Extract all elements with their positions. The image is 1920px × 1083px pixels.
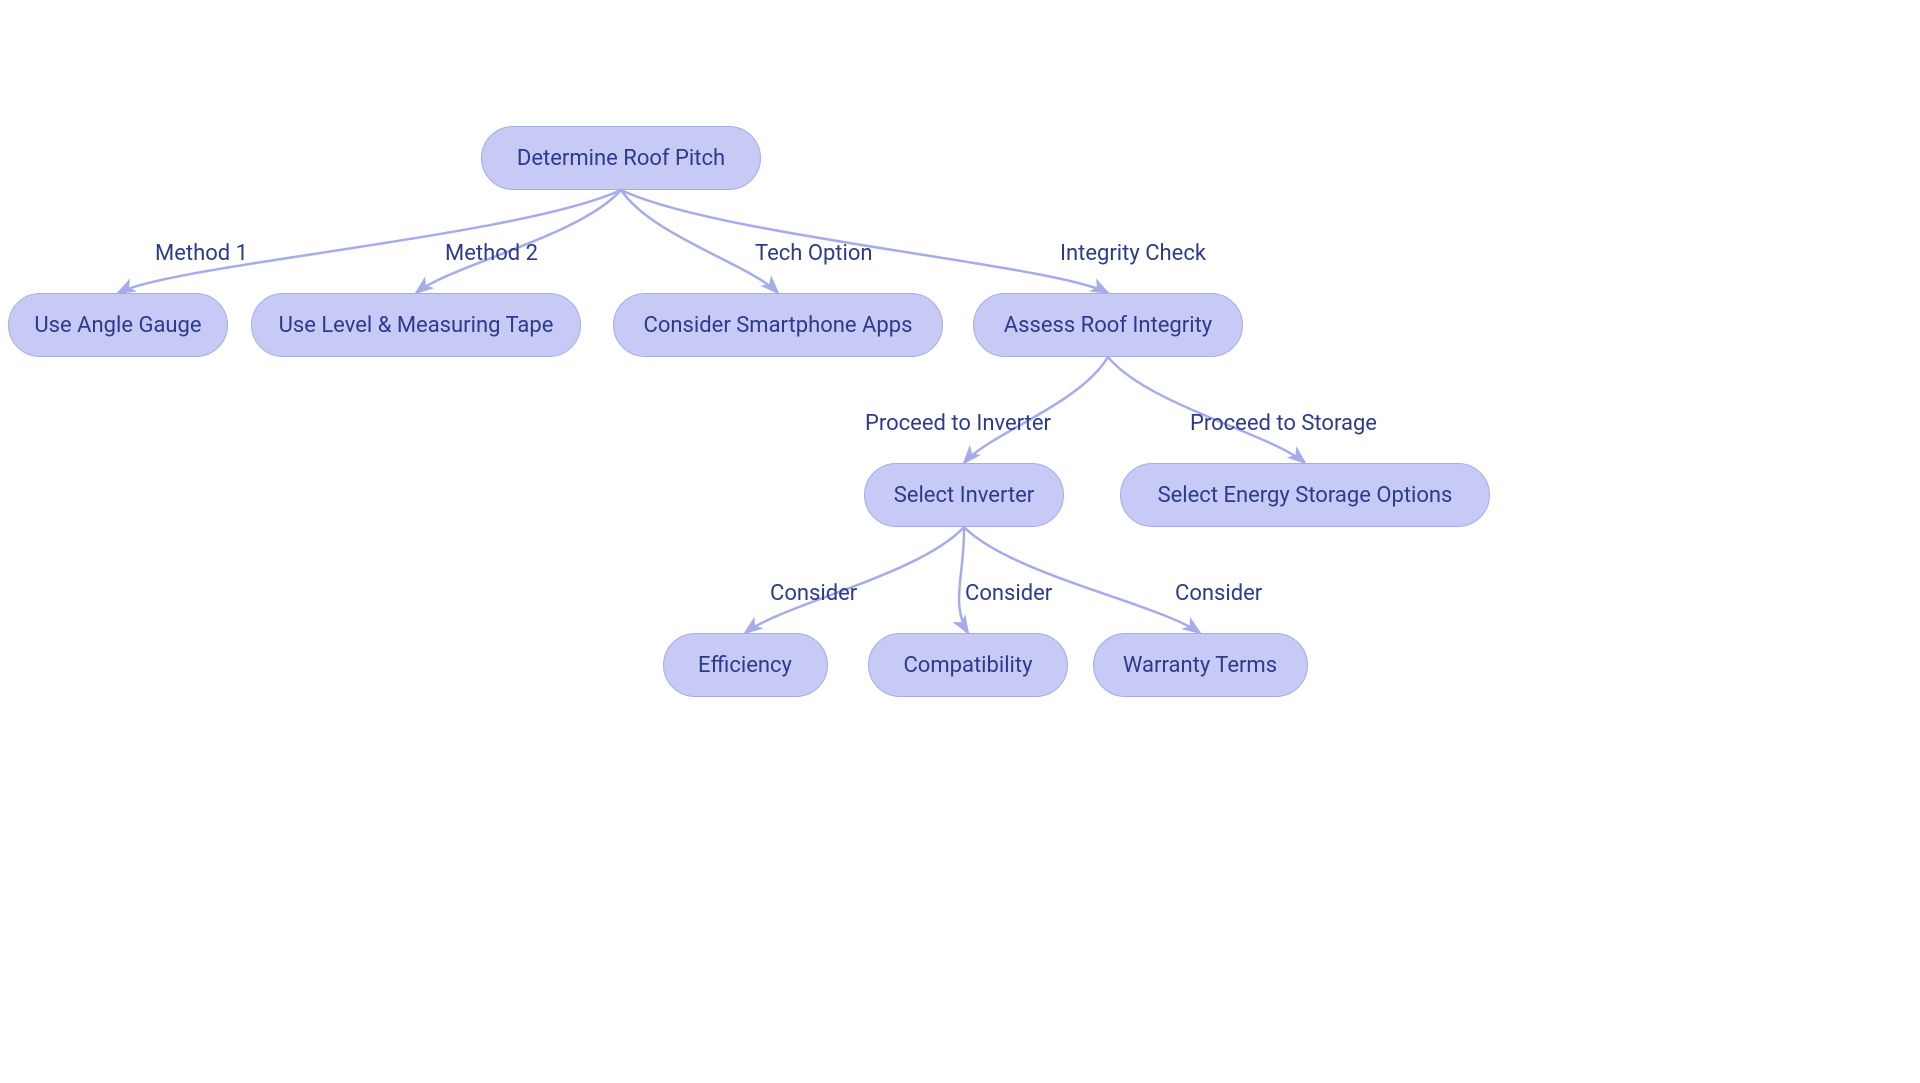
node-storage: Select Energy Storage Options (1120, 463, 1490, 527)
edge-label-integrity-storage: Proceed to Storage (1190, 411, 1377, 436)
node-efficiency: Efficiency (663, 633, 828, 697)
edge-label-root-apps: Tech Option (755, 241, 873, 266)
flowchart-canvas: Determine Roof Pitch Use Angle Gauge Use L… (0, 0, 1920, 1083)
edge-inverter-warranty (964, 527, 1200, 633)
edge-label-inverter-warranty: Consider (1175, 581, 1262, 606)
edge-integrity-inverter (964, 357, 1108, 463)
node-compat: Compatibility (868, 633, 1068, 697)
node-root: Determine Roof Pitch (481, 126, 761, 190)
edge-integrity-storage (1108, 357, 1305, 463)
node-angle: Use Angle Gauge (8, 293, 228, 357)
node-inverter: Select Inverter (864, 463, 1064, 527)
edges-layer (0, 0, 1920, 1083)
edge-label-root-level: Method 2 (445, 241, 538, 266)
edge-inverter-efficiency (745, 527, 964, 633)
node-apps: Consider Smartphone Apps (613, 293, 943, 357)
edge-label-root-angle: Method 1 (155, 241, 248, 266)
edge-label-inverter-compat: Consider (965, 581, 1052, 606)
edge-label-root-integrity: Integrity Check (1060, 241, 1206, 266)
edge-label-inverter-efficiency: Consider (770, 581, 857, 606)
node-integrity: Assess Roof Integrity (973, 293, 1243, 357)
edge-inverter-compat (959, 527, 968, 633)
node-level: Use Level & Measuring Tape (251, 293, 581, 357)
node-warranty: Warranty Terms (1093, 633, 1308, 697)
edge-label-integrity-inverter: Proceed to Inverter (865, 411, 1051, 436)
